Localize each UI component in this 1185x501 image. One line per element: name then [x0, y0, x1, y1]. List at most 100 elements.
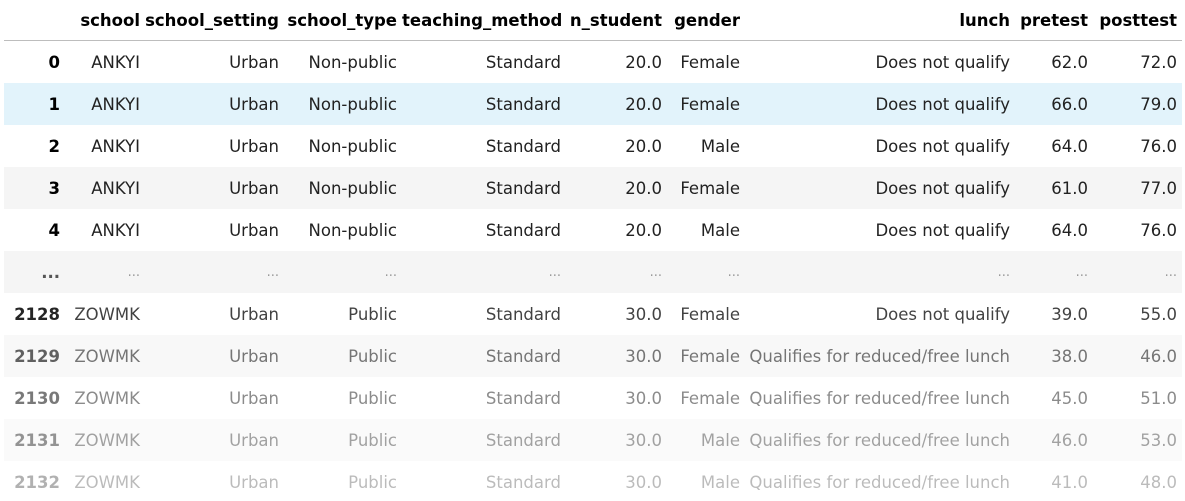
cell-school: ANKYI [91, 220, 140, 240]
table-row: 0 ANKYI Urban Non-public Standard 20.0 F… [4, 41, 1182, 84]
dataframe-output: school school_setting school_type teachi… [4, 0, 1182, 501]
cell-teaching-method: Standard [485, 388, 561, 408]
dataframe-table: school school_setting school_type teachi… [4, 0, 1182, 501]
cell-school-type: Non-public [308, 178, 398, 198]
cell-n-student: 20.0 [625, 94, 662, 114]
cell-pretest: 39.0 [1051, 304, 1088, 324]
cell-ellipsis: ... [727, 264, 740, 280]
row-index: 0 [48, 52, 60, 72]
cell-teaching-method: Standard [485, 220, 561, 240]
cell-school-setting: Urban [229, 136, 279, 156]
cell-teaching-method: Standard [485, 178, 561, 198]
column-header-school: school [65, 0, 145, 41]
cell-posttest: 51.0 [1140, 388, 1177, 408]
cell-gender: Male [700, 430, 740, 450]
cell-lunch: Does not qualify [875, 304, 1010, 324]
cell-gender: Female [680, 304, 740, 324]
cell-ellipsis: ... [1075, 264, 1088, 280]
cell-pretest: 66.0 [1051, 94, 1088, 114]
cell-teaching-method: Standard [485, 304, 561, 324]
cell-ellipsis: ... [384, 264, 397, 280]
table-row: 2130 ZOWMK Urban Public Standard 30.0 Fe… [4, 377, 1182, 419]
cell-ellipsis: ... [997, 264, 1010, 280]
cell-school-setting: Urban [229, 304, 279, 324]
table-row: 2131 ZOWMK Urban Public Standard 30.0 Ma… [4, 419, 1182, 461]
cell-teaching-method: Standard [485, 136, 561, 156]
cell-school: ZOWMK [74, 388, 140, 408]
table-row: 4 ANKYI Urban Non-public Standard 20.0 M… [4, 209, 1182, 251]
cell-gender: Female [680, 94, 740, 114]
cell-ellipsis: ... [649, 264, 662, 280]
cell-pretest: 46.0 [1051, 430, 1088, 450]
cell-posttest: 76.0 [1140, 220, 1177, 240]
cell-lunch: Does not qualify [875, 136, 1010, 156]
cell-teaching-method: Standard [485, 94, 561, 114]
cell-lunch: Qualifies for reduced/free lunch [749, 388, 1010, 408]
header-row: school school_setting school_type teachi… [4, 0, 1182, 41]
cell-teaching-method: Standard [485, 430, 561, 450]
table-row: 2128 ZOWMK Urban Public Standard 30.0 Fe… [4, 293, 1182, 335]
row-index: 2129 [14, 346, 60, 366]
cell-gender: Male [700, 472, 740, 492]
table-row: 2 ANKYI Urban Non-public Standard 20.0 M… [4, 125, 1182, 167]
cell-gender: Female [680, 178, 740, 198]
cell-ellipsis: ... [1164, 264, 1177, 280]
cell-school: ANKYI [91, 94, 140, 114]
cell-lunch: Does not qualify [875, 94, 1010, 114]
cell-school: ANKYI [91, 178, 140, 198]
cell-teaching-method: Standard [485, 346, 561, 366]
cell-teaching-method: Standard [485, 52, 561, 72]
row-index: 2130 [14, 388, 60, 408]
cell-pretest: 62.0 [1051, 52, 1088, 72]
cell-lunch: Does not qualify [875, 178, 1010, 198]
cell-pretest: 61.0 [1051, 178, 1088, 198]
cell-school-type: Non-public [308, 220, 398, 240]
cell-school: ANKYI [91, 52, 140, 72]
cell-posttest: 55.0 [1140, 304, 1177, 324]
cell-school-setting: Urban [229, 52, 279, 72]
cell-gender: Female [680, 388, 740, 408]
cell-school-setting: Urban [229, 178, 279, 198]
cell-teaching-method: Standard [485, 472, 561, 492]
table-row: 2129 ZOWMK Urban Public Standard 30.0 Fe… [4, 335, 1182, 377]
cell-school-type: Public [348, 430, 397, 450]
cell-pretest: 64.0 [1051, 220, 1088, 240]
cell-school-setting: Urban [229, 346, 279, 366]
cell-pretest: 41.0 [1051, 472, 1088, 492]
table-row: 2132 ZOWMK Urban Public Standard 30.0 Ma… [4, 461, 1182, 501]
cell-n-student: 20.0 [625, 220, 662, 240]
cell-n-student: 20.0 [625, 52, 662, 72]
cell-n-student: 20.0 [625, 178, 662, 198]
cell-posttest: 53.0 [1140, 430, 1177, 450]
cell-posttest: 76.0 [1140, 136, 1177, 156]
column-header-lunch: lunch [745, 0, 1015, 41]
column-header-school-type: school_type [284, 0, 402, 41]
cell-posttest: 72.0 [1140, 52, 1177, 72]
column-header-teaching-method: teaching_method [402, 0, 566, 41]
cell-school: ZOWMK [74, 304, 140, 324]
cell-n-student: 30.0 [625, 472, 662, 492]
cell-posttest: 48.0 [1140, 472, 1177, 492]
cell-lunch: Qualifies for reduced/free lunch [749, 430, 1010, 450]
column-header-gender: gender [667, 0, 745, 41]
cell-posttest: 77.0 [1140, 178, 1177, 198]
row-index: 4 [48, 220, 60, 240]
cell-school-setting: Urban [229, 94, 279, 114]
row-index: 2132 [14, 472, 60, 492]
cell-n-student: 30.0 [625, 388, 662, 408]
column-header-pretest: pretest [1015, 0, 1093, 41]
table-row: 3 ANKYI Urban Non-public Standard 20.0 F… [4, 167, 1182, 209]
cell-school-type: Non-public [308, 136, 398, 156]
row-index: 1 [48, 94, 60, 114]
row-index: 2128 [14, 304, 60, 324]
cell-pretest: 38.0 [1051, 346, 1088, 366]
cell-n-student: 30.0 [625, 430, 662, 450]
column-header-school-setting: school_setting [145, 0, 284, 41]
column-header-n-student: n_student [566, 0, 667, 41]
cell-pretest: 45.0 [1051, 388, 1088, 408]
index-header [4, 0, 65, 41]
cell-school-setting: Urban [229, 388, 279, 408]
cell-lunch: Does not qualify [875, 220, 1010, 240]
cell-posttest: 46.0 [1140, 346, 1177, 366]
cell-school-type: Non-public [308, 94, 398, 114]
